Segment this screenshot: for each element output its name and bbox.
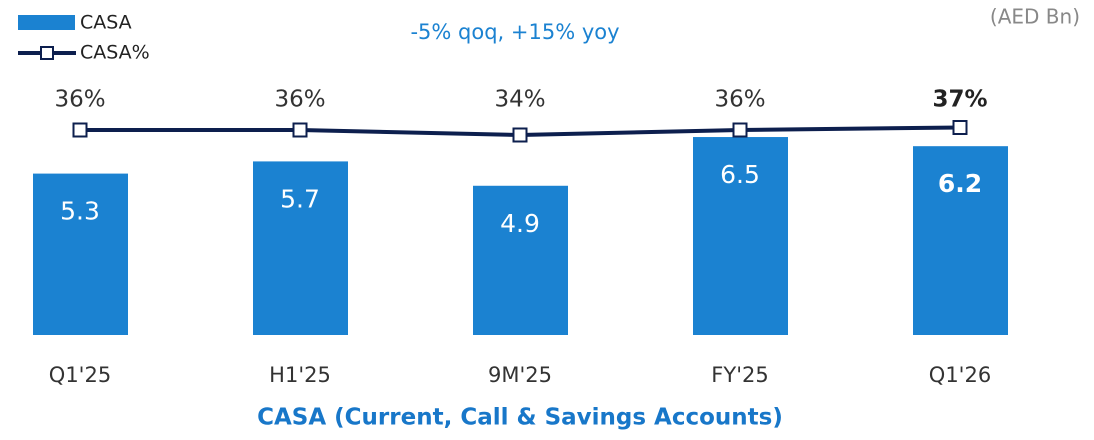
line-value-label: 36% xyxy=(54,87,105,113)
bar xyxy=(253,161,348,335)
line-value-label: 36% xyxy=(274,87,325,113)
legend-swatch xyxy=(18,15,75,30)
line-marker xyxy=(292,122,308,138)
legend-marker xyxy=(40,46,54,60)
x-tick-label: FY'25 xyxy=(711,363,768,387)
x-tick-label: 9M'25 xyxy=(488,363,552,387)
x-tick-label: Q1'26 xyxy=(929,363,991,387)
bar-value-label: 5.7 xyxy=(280,184,320,213)
bar-value-label: 6.5 xyxy=(720,160,760,189)
x-tick-label: H1'25 xyxy=(269,363,331,387)
x-tick-label: Q1'25 xyxy=(49,363,111,387)
legend-label: CASA xyxy=(80,12,132,34)
line-marker xyxy=(72,122,88,138)
line-value-label: 34% xyxy=(494,87,545,113)
bar xyxy=(693,137,788,335)
bar-value-label: 4.9 xyxy=(500,209,540,238)
line-value-label: 37% xyxy=(932,87,987,113)
legend-label: CASA% xyxy=(80,42,150,64)
line-marker xyxy=(732,122,748,138)
line-marker xyxy=(952,120,968,135)
line-value-label: 36% xyxy=(714,87,765,113)
chart-title: CASA (Current, Call & Savings Accounts) xyxy=(257,405,783,431)
bar xyxy=(33,173,128,335)
annotation: -5% qoq, +15% yoy xyxy=(410,20,619,44)
unit-label: (AED Bn) xyxy=(990,5,1080,29)
bar xyxy=(913,146,1008,335)
bar xyxy=(473,185,568,335)
bar-value-label: 6.2 xyxy=(938,169,982,198)
bar-value-label: 5.3 xyxy=(60,197,100,226)
line-marker xyxy=(512,127,528,143)
